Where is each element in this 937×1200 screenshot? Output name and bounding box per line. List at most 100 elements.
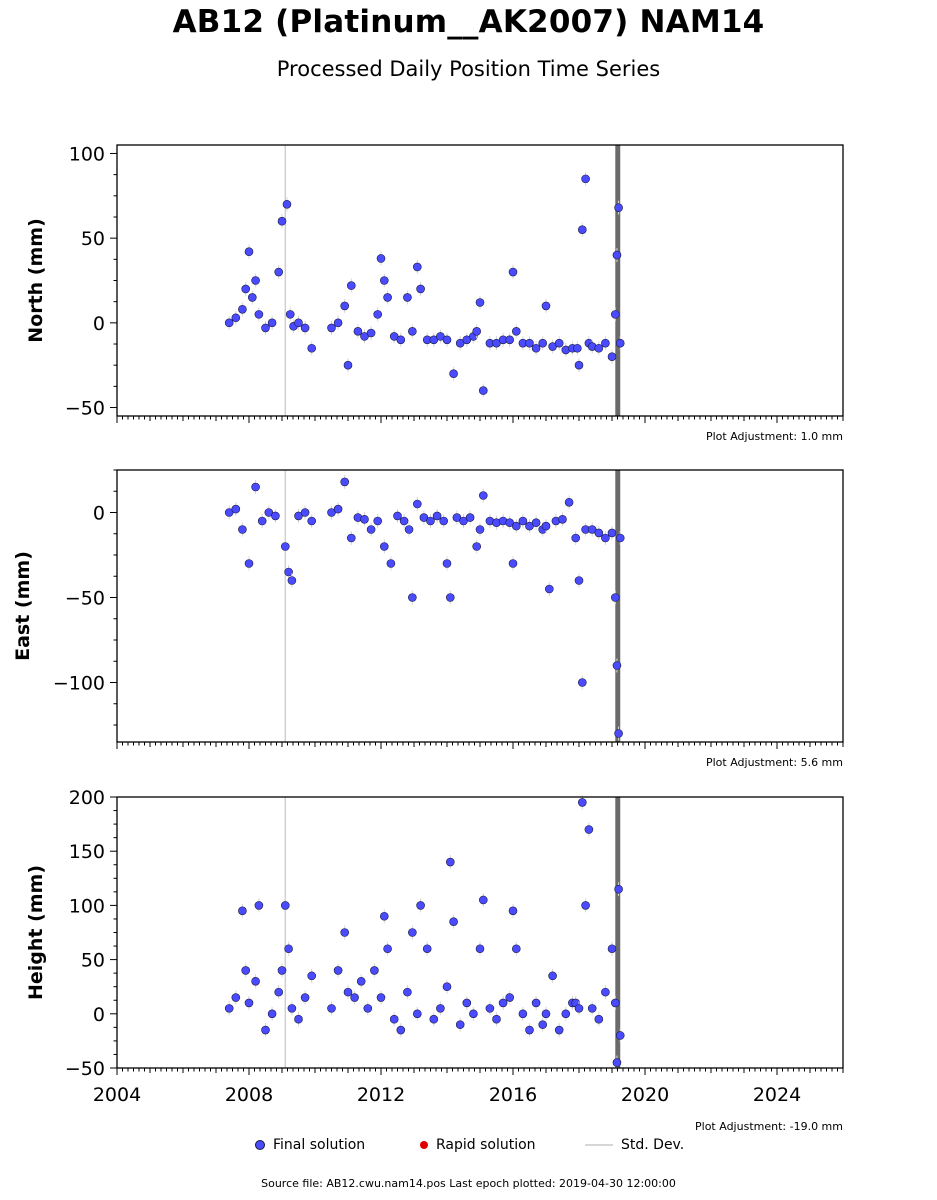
data-point: [274, 267, 284, 277]
data-point: [614, 203, 623, 212]
y-axis-label: East (mm): [12, 551, 34, 661]
source-footer: Source file: AB12.cwu.nam14.pos Last epo…: [261, 1177, 676, 1190]
data-point: [615, 1031, 625, 1040]
data-point: [396, 1025, 406, 1035]
data-point: [340, 301, 350, 311]
data-point: [350, 993, 359, 1002]
data-point: [277, 216, 287, 226]
y-tick-label: 0: [93, 503, 105, 525]
data-point: [612, 250, 622, 260]
data-point: [353, 327, 363, 336]
data-point: [478, 491, 488, 500]
data-point: [587, 1004, 597, 1013]
data-point: [274, 987, 284, 997]
data-point: [541, 1009, 551, 1019]
data-point: [449, 369, 458, 378]
data-point: [346, 533, 356, 543]
data-point: [261, 323, 270, 333]
data-point: [327, 323, 336, 333]
data-point: [307, 516, 317, 526]
y-tick-label: 50: [81, 950, 105, 972]
data-point: [416, 284, 425, 294]
legend: Final solution Rapid solution Std. Dev.: [0, 1137, 937, 1157]
data-point: [284, 567, 293, 577]
data-point: [294, 1014, 303, 1024]
x-tick-label: 2016: [489, 1084, 537, 1106]
data-point: [389, 1014, 399, 1024]
data-point: [244, 998, 254, 1008]
legend-final-label: Final solution: [273, 1137, 366, 1153]
data-point: [455, 1020, 465, 1029]
data-point: [366, 328, 376, 338]
plot-adjustment-label: Plot Adjustment: 1.0 mm: [706, 430, 843, 443]
data-point: [508, 267, 518, 277]
data-point: [475, 944, 485, 954]
plot-adjustment-label: Plot Adjustment: 5.6 mm: [706, 756, 843, 769]
data-point: [462, 998, 472, 1008]
data-point: [612, 1058, 622, 1067]
data-point: [614, 729, 623, 738]
y-tick-label: −50: [65, 1058, 105, 1080]
data-point: [408, 327, 417, 336]
data-point: [475, 525, 485, 534]
data-point: [251, 276, 260, 285]
data-point: [610, 593, 620, 602]
data-point: [294, 318, 303, 328]
data-point: [469, 1009, 478, 1019]
data-point: [525, 1025, 534, 1035]
y-tick-label: 0: [93, 1004, 105, 1026]
data-point: [408, 928, 417, 937]
data-point: [518, 1009, 528, 1019]
data-point: [224, 1004, 234, 1013]
data-point: [531, 518, 541, 528]
data-point: [573, 343, 582, 353]
data-point: [610, 998, 620, 1008]
data-point: [408, 593, 417, 602]
data-point: [538, 1020, 548, 1029]
data-point: [254, 310, 264, 319]
data-point: [284, 944, 293, 954]
data-point: [564, 497, 574, 507]
data-point: [442, 559, 452, 568]
data-point: [271, 511, 280, 521]
data-point: [254, 901, 264, 910]
data-point: [436, 1004, 445, 1013]
data-point: [610, 310, 620, 319]
y-axis-label: Height (mm): [25, 865, 47, 1000]
data-point: [333, 966, 343, 975]
data-point: [346, 281, 356, 290]
y-tick-label: 200: [69, 787, 105, 809]
data-point: [383, 944, 392, 954]
data-point: [376, 993, 386, 1002]
data-point: [422, 944, 432, 954]
y-tick-label: 50: [81, 228, 105, 250]
data-point: [379, 276, 389, 285]
data-point: [257, 516, 267, 526]
data-point: [554, 1025, 564, 1035]
data-point: [577, 798, 587, 807]
x-tick-label: 2004: [93, 1084, 141, 1106]
data-point: [478, 895, 488, 905]
legend-stddev: Std. Dev.: [585, 1137, 684, 1153]
y-tick-label: 0: [93, 313, 105, 335]
data-point: [333, 318, 343, 328]
data-point: [574, 360, 584, 370]
data-point: [426, 516, 435, 526]
data-point: [241, 966, 250, 975]
data-point: [614, 884, 623, 894]
data-point: [472, 542, 482, 551]
data-point: [581, 901, 590, 910]
figure-subtitle: Processed Daily Position Time Series: [276, 57, 661, 81]
data-point: [248, 293, 257, 302]
data-point: [445, 857, 455, 867]
data-point: [300, 323, 310, 333]
data-point: [445, 593, 455, 602]
data-point: [386, 559, 396, 568]
data-point: [363, 1004, 373, 1013]
data-point: [383, 293, 392, 302]
std-dev-line-marker: [585, 1144, 613, 1146]
data-point: [525, 338, 534, 348]
data-point: [607, 944, 617, 954]
data-point: [601, 533, 610, 543]
data-point: [416, 901, 425, 910]
